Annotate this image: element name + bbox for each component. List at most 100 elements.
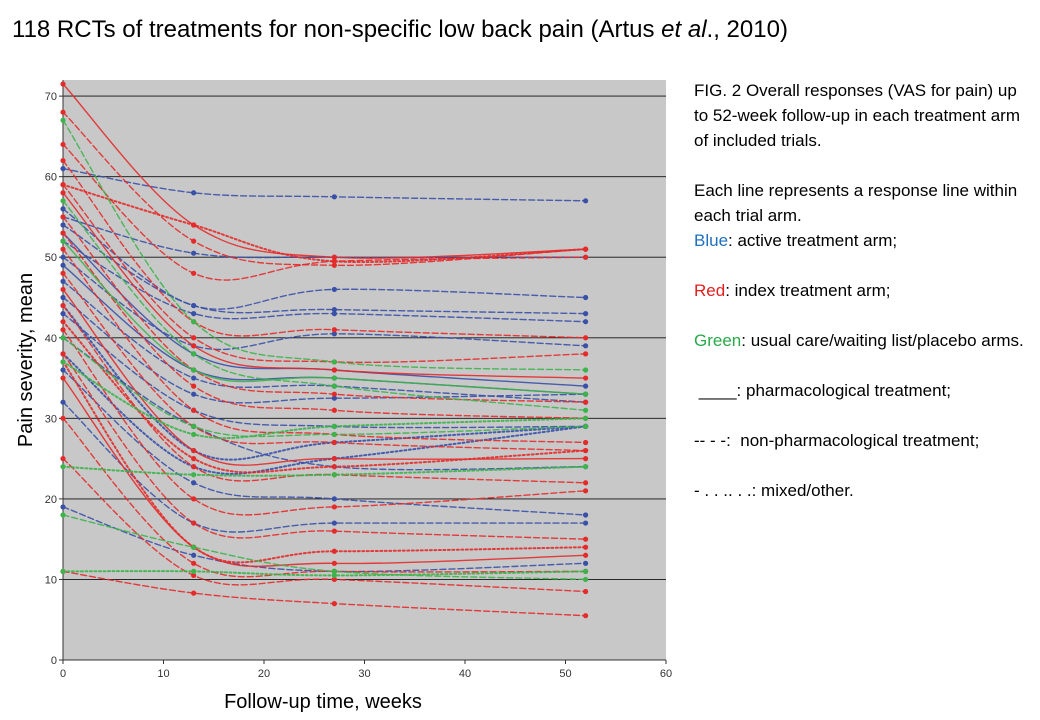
caption-nonpharma: -- - -: non-pharmacological treatment; (694, 431, 980, 450)
caption-red: Red: index treatment arm; (694, 278, 1024, 303)
x-tick-label: 10 (157, 668, 169, 680)
y-tick-label: 50 (45, 252, 57, 264)
data-point-red (331, 560, 337, 566)
data-point-red (60, 157, 66, 164)
x-tick-label: 0 (60, 668, 66, 680)
data-point-green (191, 367, 197, 373)
y-tick-label: 20 (45, 494, 57, 506)
data-point-blue (60, 262, 66, 268)
x-tick-label: 60 (660, 668, 672, 680)
data-point-red (60, 415, 66, 421)
title-main: 118 RCTs of treatments for non-specific … (12, 16, 662, 43)
series-line-red-28 (62, 304, 587, 484)
data-point-red (60, 319, 66, 325)
data-point-red (60, 182, 66, 188)
series-line-red-25 (62, 248, 587, 444)
series-line-green-44 (62, 514, 587, 581)
data-point-green (60, 335, 66, 341)
series-line-blue-14 (62, 506, 587, 573)
y-axis-label: Pain severity, mean (15, 273, 37, 447)
data-point-green (331, 472, 337, 478)
data-point-blue (583, 512, 589, 518)
x-tick-label: 40 (459, 668, 471, 680)
caption-blue-text: : active treatment arm; (728, 231, 898, 250)
data-point-red (583, 588, 589, 595)
data-point-red (60, 81, 66, 87)
y-tick-label: 30 (45, 413, 57, 425)
data-point-green (191, 431, 197, 438)
data-point-blue (583, 343, 589, 349)
figure-caption: FIG. 2 Overall responses (VAS for pain) … (694, 78, 1024, 528)
data-point-green (60, 117, 66, 123)
series-line-blue-10 (62, 312, 587, 429)
data-point-green (583, 464, 589, 470)
title-et-al: et al (661, 16, 707, 43)
data-point-red (331, 456, 337, 462)
data-point-blue (331, 194, 337, 200)
series-line-blue-6 (62, 232, 587, 387)
data-point-red (583, 536, 589, 542)
data-point-blue (331, 306, 337, 313)
data-point-red (331, 262, 337, 268)
series-line-green-43 (62, 465, 587, 477)
data-point-green (60, 359, 66, 365)
data-point-red (583, 439, 589, 446)
data-point-red (583, 335, 589, 341)
data-point-blue (583, 294, 589, 301)
slide-title: 118 RCTs of treatments for non-specific … (12, 14, 1022, 46)
series-line-red-27 (62, 288, 587, 466)
caption-red-word: Red (694, 281, 726, 300)
data-point-blue (60, 399, 66, 405)
data-point-red (583, 613, 589, 619)
data-point-red (60, 214, 66, 220)
series-line-red-20 (62, 159, 587, 339)
series-line-green-41 (62, 337, 587, 438)
data-point-red (191, 222, 197, 228)
data-point-green (583, 576, 589, 583)
data-point-red (331, 367, 337, 373)
data-point-green (331, 375, 337, 381)
data-point-blue (331, 286, 337, 293)
data-point-blue (583, 383, 589, 389)
caption-red-text: : index treatment arm; (725, 281, 891, 300)
data-point-blue (60, 222, 66, 228)
series-line-blue-2 (62, 208, 587, 310)
data-point-red (191, 520, 197, 526)
data-point-red (583, 399, 589, 405)
series-line-green-45 (62, 570, 587, 577)
data-point-red (191, 383, 197, 389)
series-line-red-23 (62, 216, 587, 403)
data-point-blue (331, 496, 337, 502)
data-point-red (583, 375, 589, 381)
data-point-red (191, 590, 197, 596)
data-point-blue (583, 311, 589, 317)
series-line-blue-0 (62, 167, 587, 202)
x-tick-label: 20 (258, 668, 270, 680)
data-point-green (60, 238, 66, 244)
data-point-green (191, 319, 197, 325)
y-tick-label: 70 (45, 91, 57, 103)
series-line-red-35 (62, 183, 587, 264)
data-point-green (583, 415, 589, 421)
data-point-blue (60, 294, 66, 301)
data-point-red (331, 576, 337, 583)
data-point-red (191, 572, 197, 579)
data-point-red (331, 439, 337, 446)
title-year: ., 2010) (706, 16, 788, 43)
data-point-green (331, 383, 337, 389)
data-point-blue (191, 190, 197, 196)
data-point-red (331, 601, 337, 607)
series-line-red-32 (62, 417, 587, 578)
data-point-red (60, 286, 66, 293)
data-point-red (583, 246, 589, 252)
data-point-blue (331, 311, 337, 317)
series-lines (62, 83, 587, 617)
x-tick-label: 30 (358, 668, 370, 680)
series-line-red-31 (62, 377, 587, 567)
caption-blue-word: Blue (694, 231, 729, 250)
data-point-red (331, 254, 337, 260)
y-tick-label: 0 (51, 655, 57, 667)
series-line-blue-4 (62, 240, 587, 323)
data-point-red (60, 302, 66, 309)
